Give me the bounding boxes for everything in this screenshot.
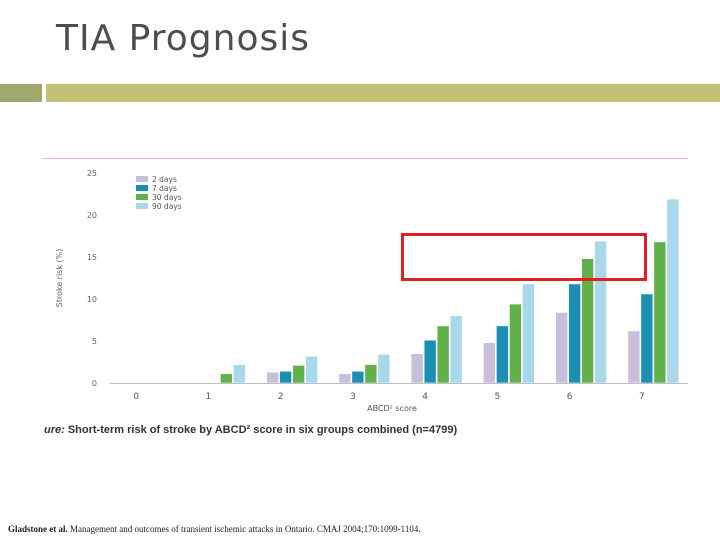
bar	[338, 373, 352, 384]
bar	[627, 330, 641, 384]
bar	[496, 325, 509, 384]
bar	[436, 325, 450, 384]
bar	[410, 353, 424, 384]
x-tick-label: 6	[567, 392, 573, 402]
y-tick-label: 0	[92, 379, 97, 388]
y-tick-label: 15	[87, 253, 97, 262]
legend-swatch	[136, 194, 148, 200]
bar	[292, 365, 305, 384]
bar	[509, 303, 522, 384]
y-tick-label: 5	[92, 337, 97, 346]
caption-text: Short-term risk of stroke by ABCD² score…	[64, 424, 458, 436]
bar	[522, 283, 535, 384]
y-axis-label: Stroke risk (%)	[55, 249, 64, 308]
legend-swatch	[136, 203, 148, 209]
legend-swatch	[136, 185, 148, 191]
bar	[279, 370, 292, 384]
x-tick-label: 5	[495, 392, 501, 402]
legend-swatch	[136, 176, 148, 182]
title-accent-bar-left	[0, 84, 42, 102]
bar	[568, 283, 581, 384]
bar	[377, 354, 391, 384]
citation-authors: Gladstone et al.	[8, 524, 68, 534]
x-axis-label: ABCD² score	[367, 404, 417, 413]
title-accent-bar-right	[46, 84, 720, 102]
bar	[233, 364, 246, 384]
bar	[555, 312, 568, 384]
bar	[653, 241, 667, 384]
bar	[666, 198, 680, 384]
figure-top-rule	[42, 158, 688, 159]
bar	[449, 315, 463, 384]
legend-label: 7 days	[152, 184, 177, 193]
stroke-risk-bar-chart: 0 5 10 15 20 25 Stroke risk (%) 0 1 2 3 4 5 6 7 ABCD² s…	[55, 169, 688, 413]
y-tick-label: 25	[87, 169, 97, 178]
bar	[220, 373, 233, 384]
caption-prefix: ure:	[44, 424, 65, 436]
y-tick-label: 10	[87, 295, 97, 304]
x-tick-label: 1	[206, 392, 212, 402]
citation-text: Management and outcomes of transient isc…	[67, 524, 421, 534]
x-tick-label: 3	[350, 392, 356, 402]
legend-label: 90 days	[152, 202, 182, 211]
bar	[364, 364, 378, 384]
bar	[483, 342, 496, 384]
y-tick-label: 20	[87, 211, 97, 220]
bar	[305, 355, 318, 384]
x-tick-label: 0	[133, 392, 139, 402]
legend-label: 2 days	[152, 175, 177, 184]
legend-label: 30 days	[152, 193, 182, 202]
figure-caption: ure: Short-term risk of stroke by ABCD² …	[44, 424, 457, 436]
bar	[640, 293, 654, 384]
x-tick-label: 7	[639, 392, 645, 402]
bar	[351, 370, 365, 384]
bar	[423, 339, 437, 384]
x-tick-label: 4	[422, 392, 428, 402]
bar	[266, 371, 279, 384]
x-tick-label: 2	[278, 392, 284, 402]
highlight-annotation-box	[401, 233, 647, 281]
citation: Gladstone et al. Management and outcomes…	[8, 524, 421, 534]
slide-title: TIA Prognosis	[56, 18, 310, 59]
